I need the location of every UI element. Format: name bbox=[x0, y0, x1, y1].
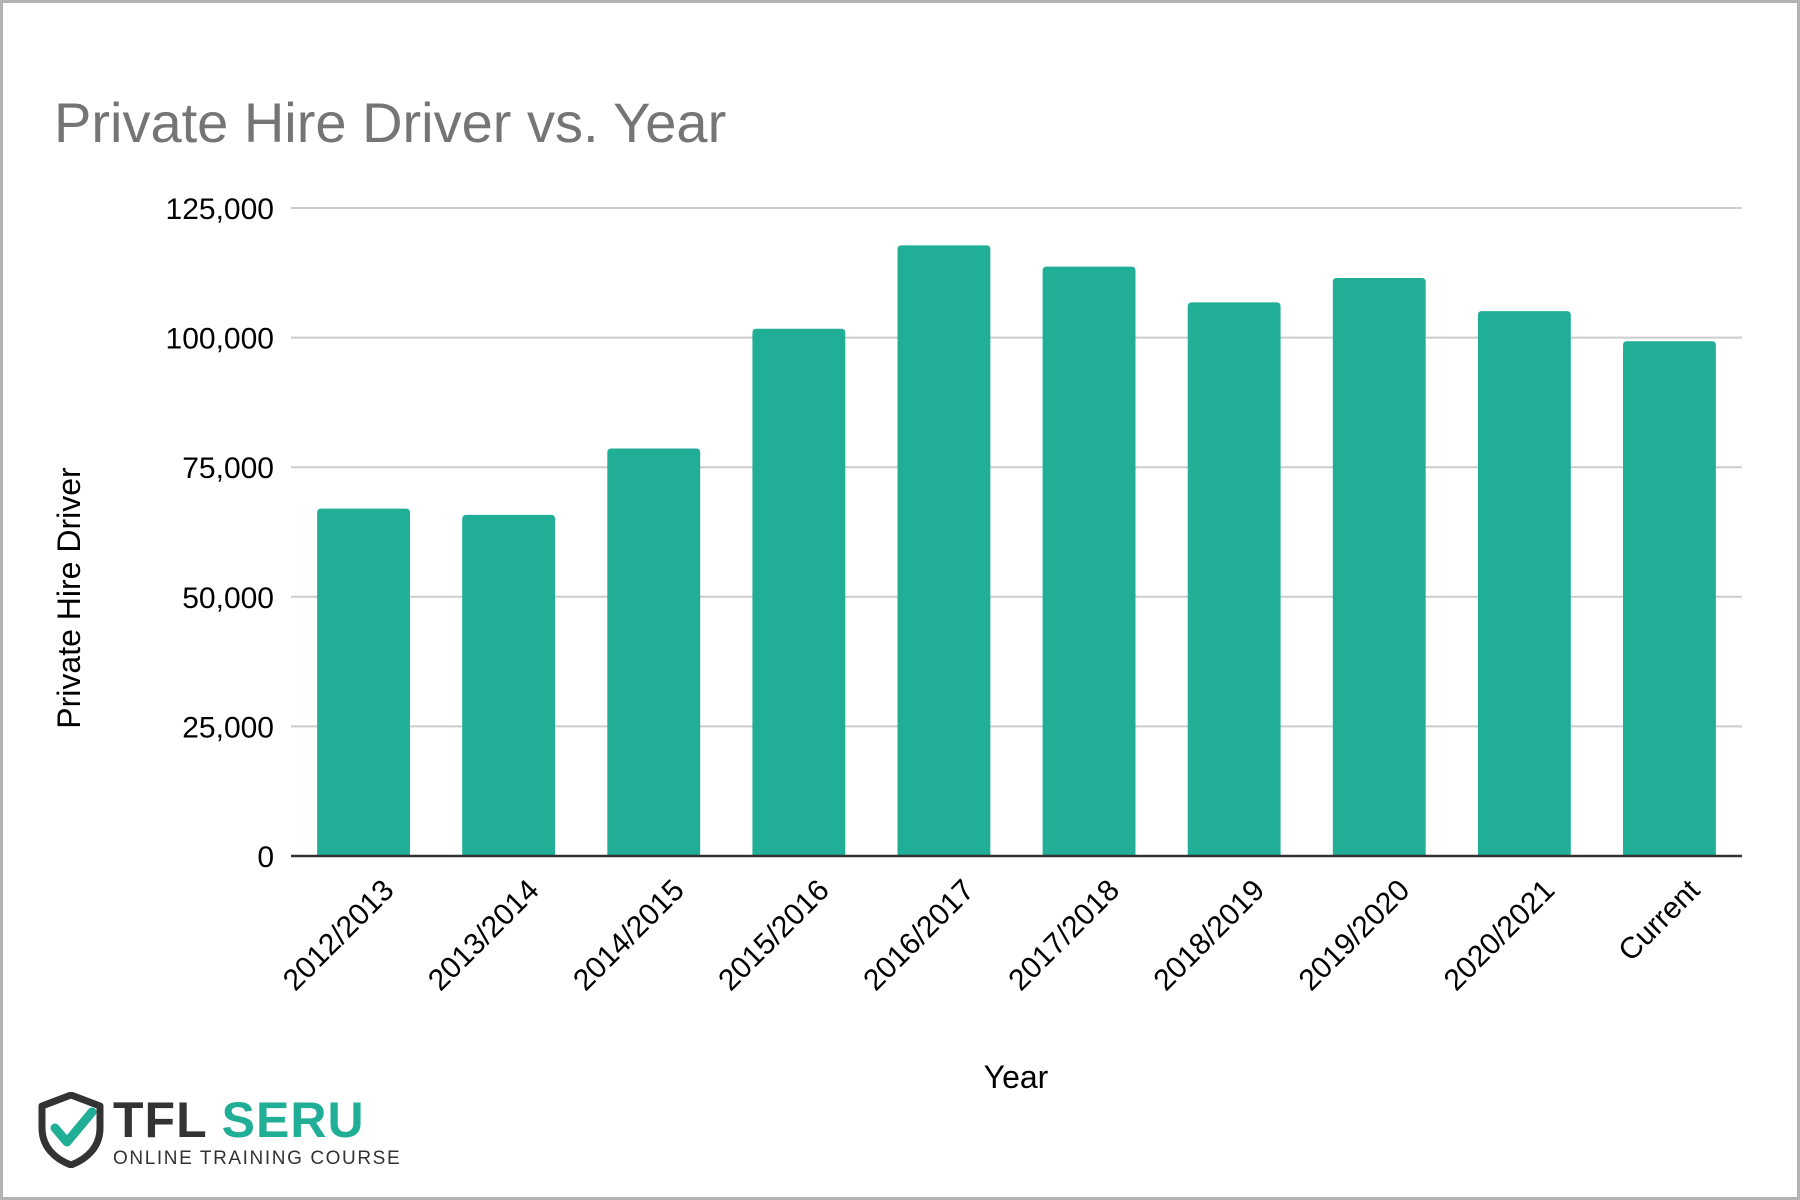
bar bbox=[1042, 266, 1136, 856]
bars bbox=[317, 245, 1716, 857]
x-tick-label: 2013/2014 bbox=[422, 874, 546, 998]
bar bbox=[1332, 277, 1426, 856]
x-tick-label: Current bbox=[1612, 873, 1707, 968]
logo-seru-text: SERU bbox=[221, 1092, 365, 1148]
logo-subtitle: ONLINE TRAINING COURSE bbox=[113, 1148, 402, 1169]
x-tick-labels: 2012/2013 2013/2014 2014/2015 2015/2016 2016… bbox=[277, 873, 1707, 997]
bar bbox=[897, 245, 991, 856]
y-tick-label: 75,000 bbox=[182, 452, 274, 485]
x-tick-label: 2019/2020 bbox=[1293, 874, 1417, 998]
bar bbox=[317, 508, 410, 856]
shield-check-icon bbox=[38, 1092, 104, 1168]
y-tick-labels: 0 25,000 50,000 75,000 100,000 125,000 bbox=[166, 193, 274, 874]
x-tick-label: 2020/2021 bbox=[1438, 874, 1562, 998]
brand-logo: TFL SERU ONLINE TRAINING COURSE bbox=[36, 1092, 400, 1172]
y-tick-label: 50,000 bbox=[182, 582, 274, 615]
y-tick-label: 0 bbox=[257, 841, 274, 874]
logo-tfl-text: TFL bbox=[113, 1092, 207, 1148]
x-tick-label: 2016/2017 bbox=[857, 874, 981, 998]
logo-wordmark: TFL SERU bbox=[113, 1092, 365, 1148]
bar bbox=[607, 448, 701, 856]
y-tick-label: 25,000 bbox=[182, 711, 274, 744]
bar bbox=[462, 514, 556, 856]
x-tick-label: 2017/2018 bbox=[1002, 874, 1126, 998]
x-tick-label: 2015/2016 bbox=[712, 874, 836, 998]
bar bbox=[1477, 311, 1571, 856]
y-tick-label: 100,000 bbox=[166, 323, 274, 356]
bar bbox=[1623, 341, 1716, 857]
bar bbox=[752, 328, 846, 856]
x-axis-title: Year bbox=[984, 1059, 1049, 1095]
x-tick-label: 2018/2019 bbox=[1147, 874, 1271, 998]
y-tick-label: 125,000 bbox=[166, 193, 274, 226]
bar bbox=[1187, 302, 1281, 857]
y-axis-title: Private Hire Driver bbox=[51, 467, 87, 729]
x-tick-label: 2014/2015 bbox=[567, 874, 691, 998]
x-tick-label: 2012/2013 bbox=[277, 874, 401, 998]
chart-title: Private Hire Driver vs. Year bbox=[54, 91, 726, 154]
